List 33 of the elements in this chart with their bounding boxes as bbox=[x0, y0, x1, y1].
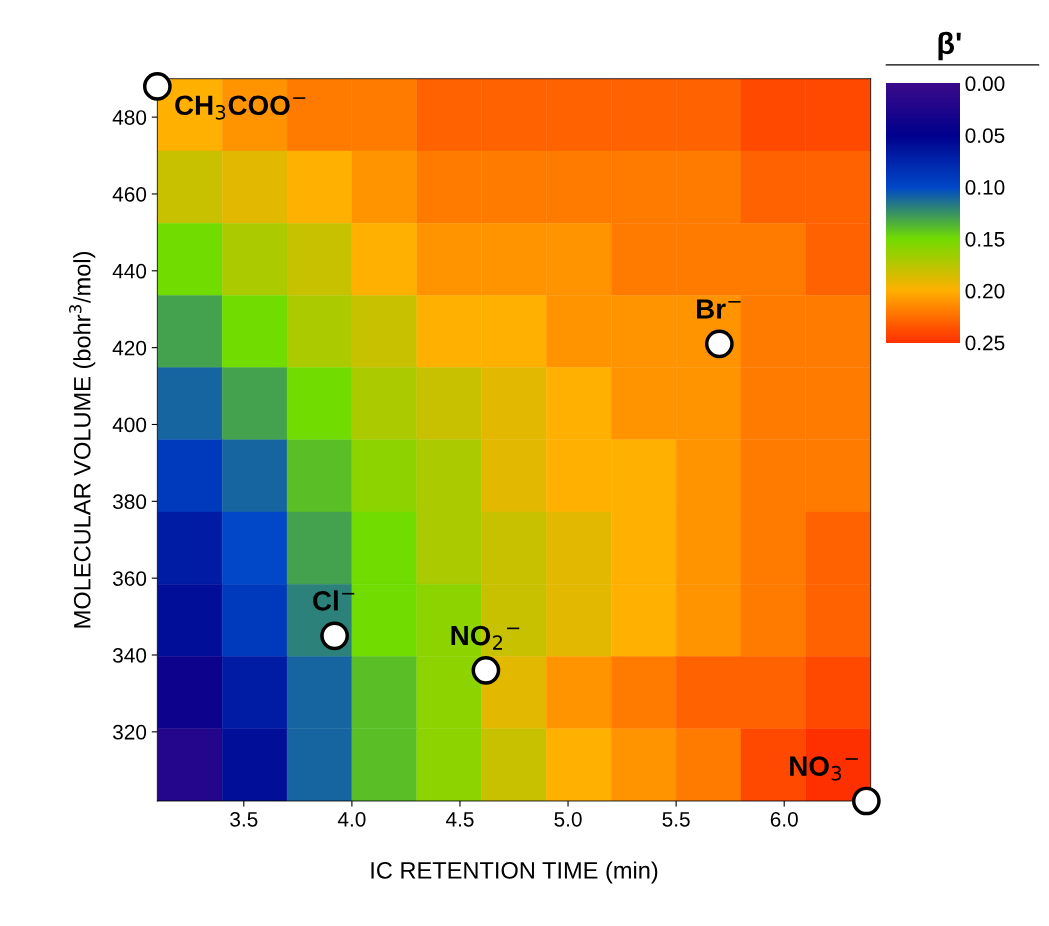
color-bar-label: 0.00 bbox=[965, 76, 1005, 92]
annotation: NO$_{2}$$^{−}$ bbox=[451, 625, 520, 650]
y-tick-label: 460 bbox=[112, 186, 147, 202]
x-axis-title: IC RETENTION TIME (min) bbox=[371, 861, 658, 884]
y-tick-label: 480 bbox=[112, 110, 147, 125]
x-tick-label: 4.5 bbox=[445, 812, 474, 827]
point bbox=[320, 621, 349, 651]
point bbox=[142, 72, 172, 101]
color-bar-label: 0.10 bbox=[965, 180, 1005, 195]
annotation: CH$_{3}$COO$^{−}$ bbox=[175, 95, 306, 120]
y-tick-label: 320 bbox=[112, 724, 147, 740]
y-tick-label: 440 bbox=[112, 263, 147, 279]
point bbox=[851, 786, 881, 816]
y-tick-label: 380 bbox=[112, 494, 147, 510]
y-tick-label: 400 bbox=[112, 417, 147, 433]
color-bar-label: 0.05 bbox=[965, 128, 1005, 143]
y-tick-label: 340 bbox=[112, 648, 147, 663]
x-tick-label: 3.5 bbox=[230, 811, 258, 827]
y-tick-label: 420 bbox=[112, 340, 147, 356]
annotation: NO$_{3}$$^{−}$ bbox=[790, 756, 858, 781]
x-tick-label: 4.0 bbox=[337, 811, 366, 827]
annotation: Cl$^{−}$ bbox=[313, 590, 355, 611]
y-axis-title: MOLECULAR VOLUME (bohr$^{3}$/mol) bbox=[69, 252, 96, 628]
color-bar-title: β' bbox=[938, 31, 961, 61]
x-tick-label: 5.5 bbox=[662, 812, 690, 827]
x-tick-label: 6.0 bbox=[770, 811, 798, 827]
color-bar-label: 0.20 bbox=[965, 283, 1005, 299]
point bbox=[471, 656, 501, 685]
x-tick-label: 5.0 bbox=[554, 811, 582, 827]
color-bar-label: 0.15 bbox=[965, 231, 1005, 247]
y-tick-label: 360 bbox=[112, 571, 147, 586]
color-bar-label: 0.25 bbox=[965, 335, 1005, 351]
annotation: Br$^{−}$ bbox=[697, 299, 741, 319]
